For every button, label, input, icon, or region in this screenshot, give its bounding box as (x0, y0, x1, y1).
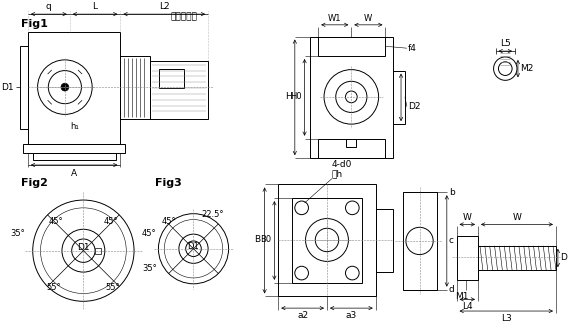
Text: D1: D1 (188, 242, 199, 251)
Bar (292, 198, 362, 283)
Text: D1: D1 (77, 243, 89, 252)
Circle shape (61, 83, 69, 91)
Text: L3: L3 (501, 314, 512, 323)
Bar (150, 61, 208, 119)
Text: 35°: 35° (10, 229, 25, 238)
Text: L4: L4 (462, 302, 473, 311)
Text: b: b (449, 188, 454, 197)
Text: H0: H0 (290, 92, 302, 101)
Bar (403, 192, 437, 290)
Bar (376, 209, 393, 272)
Text: L2: L2 (159, 2, 169, 11)
Bar (23, 144, 125, 153)
Text: L: L (92, 2, 97, 11)
Text: 55°: 55° (47, 283, 62, 292)
Text: 4-d0: 4-d0 (332, 160, 352, 169)
Text: M2: M2 (520, 64, 534, 73)
Bar (457, 236, 478, 280)
Text: f4: f4 (408, 44, 417, 53)
Text: W: W (463, 214, 472, 222)
Bar (20, 46, 28, 129)
Bar (278, 184, 376, 297)
Text: B: B (255, 236, 260, 244)
Bar (347, 139, 356, 147)
Bar (318, 36, 385, 56)
Text: 45°: 45° (142, 229, 157, 238)
Text: W1: W1 (328, 14, 341, 23)
Text: 22.5°: 22.5° (201, 210, 224, 219)
Text: Fig3: Fig3 (154, 178, 181, 188)
Text: 按电机尺寸: 按电机尺寸 (170, 12, 197, 21)
Text: 45°: 45° (162, 217, 177, 226)
Text: 35°: 35° (142, 264, 157, 273)
Text: 55°: 55° (105, 283, 120, 292)
Bar (478, 246, 556, 270)
Text: 45°: 45° (103, 217, 118, 226)
Bar (318, 139, 385, 158)
Text: d: d (449, 285, 454, 294)
Text: B0: B0 (260, 236, 271, 244)
Bar (393, 71, 405, 124)
Text: q: q (46, 2, 51, 11)
Bar (311, 36, 393, 158)
Text: D1: D1 (2, 83, 14, 92)
Text: D2: D2 (408, 102, 420, 111)
Text: a2: a2 (297, 311, 308, 320)
Text: Fig2: Fig2 (21, 178, 48, 188)
Text: a3: a3 (346, 311, 357, 320)
Bar (120, 56, 150, 119)
Text: H: H (285, 92, 292, 101)
Text: W: W (364, 14, 372, 23)
Text: M1: M1 (455, 292, 468, 300)
Bar (95, 248, 101, 254)
Text: A: A (71, 169, 77, 178)
Bar (28, 31, 120, 144)
Text: 45°: 45° (49, 217, 63, 226)
Text: 深h: 深h (332, 170, 343, 179)
Text: L5: L5 (500, 39, 511, 48)
Bar (32, 153, 116, 160)
Bar (160, 69, 184, 88)
Text: W: W (512, 214, 522, 222)
Text: Fig1: Fig1 (21, 19, 48, 29)
Text: h₁: h₁ (70, 122, 79, 131)
Text: c: c (449, 236, 454, 245)
Text: D: D (560, 253, 567, 262)
